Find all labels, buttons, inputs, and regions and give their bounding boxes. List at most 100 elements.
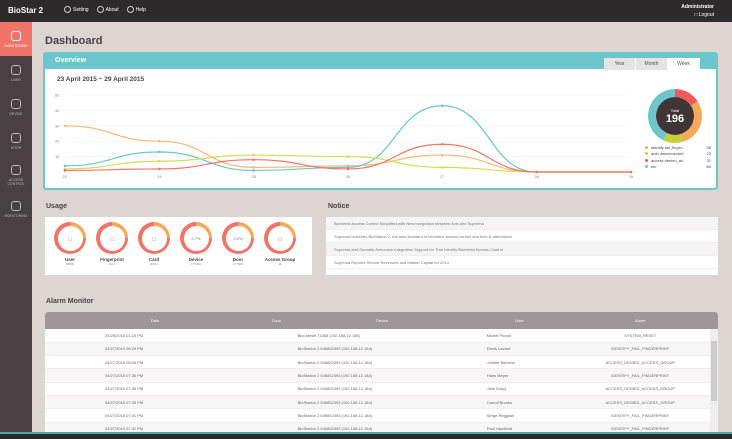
usage-value: 38800 [65,262,75,266]
column-header[interactable]: Alarm [562,312,718,329]
legend-swatch [645,165,648,169]
data-point [252,169,255,172]
cell-user: Julie Delpy [476,382,563,396]
data-point [158,167,161,171]
legend-item: access denied_ac... 31 [645,157,711,164]
legend-value: 23 [706,151,711,157]
notice-item[interactable]: Suprema Reports Record Revenues and Mark… [326,256,718,269]
legend-item: identify fail_finger... 58 [645,144,711,151]
x-tick-label: 23 [63,174,68,179]
cell-date: 04/28/2015 01:15 PM [45,329,266,343]
sidebar-item-monitoring[interactable]: MONITORING [0,192,32,226]
tab-year[interactable]: Year [604,58,636,70]
alarm-table-panel: Date Door Device User Alarm 04/28/2015 01:15 … [45,312,718,436]
usage-label: Fingerprint [100,257,124,262]
legend-value: 31 [706,157,711,163]
data-point [252,166,255,169]
logout-link[interactable]: □ Logout [694,12,714,18]
usage-ring: ◯ [96,222,128,254]
cell-date: 04/27/2015 07:31 PM [45,408,266,423]
help-icon [126,6,134,13]
legend-item: etc 84 [645,164,711,171]
data-point [252,153,255,157]
usage-label: Device [188,257,204,262]
usage-label: Door [232,257,244,262]
app-title: BioStar 2 [8,6,44,15]
data-point [535,170,538,174]
donut-slice [648,89,675,141]
column-header[interactable]: Device [287,312,477,329]
column-header[interactable]: User [476,312,563,329]
alarm-table: Date Door Device User Alarm 04/28/2015 01:15 … [45,312,718,436]
legend-value: 58 [706,144,711,150]
y-tick-label: 40 [55,108,60,113]
cell-alarm: SYSTEM_RESET [562,329,718,343]
data-point [158,159,161,163]
cell-alarm: ACCESS_DENIED_ACCESS_GROUP [562,355,718,370]
data-point [158,139,161,143]
usage-item: ◯ Card 00011 [137,222,171,266]
data-point [629,170,633,174]
tab-week[interactable]: Week [668,58,700,70]
table-row[interactable]: 04/27/2015 07:35 PM BioStation 2 54683239… [45,382,718,396]
cell-user: Michel Piccoli [476,329,563,343]
table-row[interactable]: 04/27/2015 07:31 PM BioStation 2 54683239… [45,408,718,423]
total-label: Total [671,108,680,113]
usage-icon: ◯ [67,235,73,241]
data-point [63,124,67,128]
tab-month[interactable]: Month [636,58,668,70]
data-point [441,104,444,108]
table-row[interactable]: 04/27/2015 07:35 PM BioStation 2 54683239… [45,395,718,410]
sidebar-item-door[interactable]: DOOR [0,124,32,158]
sidebar-item-device[interactable]: DEVICE [0,90,32,124]
data-point [63,169,67,172]
sidebar-item-access-control[interactable]: ACCESS CONTROL [0,158,32,192]
setting-link[interactable]: Setting [64,6,89,13]
cell-user: Serge Reggiani [476,408,563,423]
access-control-icon [11,164,21,175]
table-row[interactable]: 04/27/2015 07:36 PM BioStation 2 54683239… [45,368,718,383]
notice-item[interactable]: Suprema and Gemalto Announce Integration… [326,243,718,256]
cell-date: 04/27/2015 07:35 PM [45,382,266,396]
data-point [441,153,444,157]
legend-label: access denied_ac... [651,157,687,163]
device-icon [11,98,21,109]
donut-slice [663,133,683,143]
scrollbar-thumb[interactable] [711,341,717,401]
usage-ring: ◯ [264,222,296,254]
sidebar-item-dash-board[interactable]: DASH BOARD [0,22,32,56]
cell-door [265,382,288,396]
notice-item[interactable]: Biometric Access Control Simplified with… [326,217,718,230]
notice-panel: Biometric Access Control Simplified with… [326,217,718,275]
monitoring-icon [11,200,21,211]
door-icon [11,132,21,143]
cell-door [265,408,288,423]
cell-user: Juliette Binoche [476,355,563,370]
donut-slice [675,89,698,106]
y-tick-label: 30 [55,123,60,128]
cell-device: BioStation 2 546832393 (192.168.12.184) [287,355,477,370]
scrollbar[interactable] [710,329,718,436]
sidebar-item-user[interactable]: USER [0,56,32,90]
column-header[interactable]: Door [265,312,288,329]
x-tick-label: 26 [346,174,351,179]
about-link[interactable]: About [96,6,119,13]
donut-slice [680,101,702,142]
overview-panel: Overview Year Month Week 23 April 2015 ~… [43,52,718,190]
table-row[interactable]: 04/27/2015 08:29 PM BioStation 2 54683239… [45,342,718,357]
usage-panel: ◯ User 38800 ◯ Fingerprint 9017 ◯ Card 00011 0.7%… [45,217,312,275]
cell-alarm: IDENTIFY_FAIL_FINGERPRINT [562,408,718,423]
column-header[interactable]: Date [45,312,266,329]
usage-ring: 0.0% [222,222,254,254]
usage-label: Access Group [264,257,296,262]
notice-item[interactable]: Suprema launches BioStation 2, the new s… [326,230,718,243]
help-link[interactable]: Help [126,6,146,13]
usage-item: 0.7% Device 177000 [179,222,213,266]
table-row[interactable]: 04/27/2015 08:05 PM BioStation 2 54683239… [45,355,718,370]
usage-item: ◯ Access Group 11 [263,222,297,266]
legend-label: auth disconnected [651,151,684,157]
usage-label: User [64,257,75,262]
bottom-bar [0,432,732,439]
table-row[interactable]: 04/28/2015 01:15 PM BioLiteNet 71058 (192… [45,329,718,343]
